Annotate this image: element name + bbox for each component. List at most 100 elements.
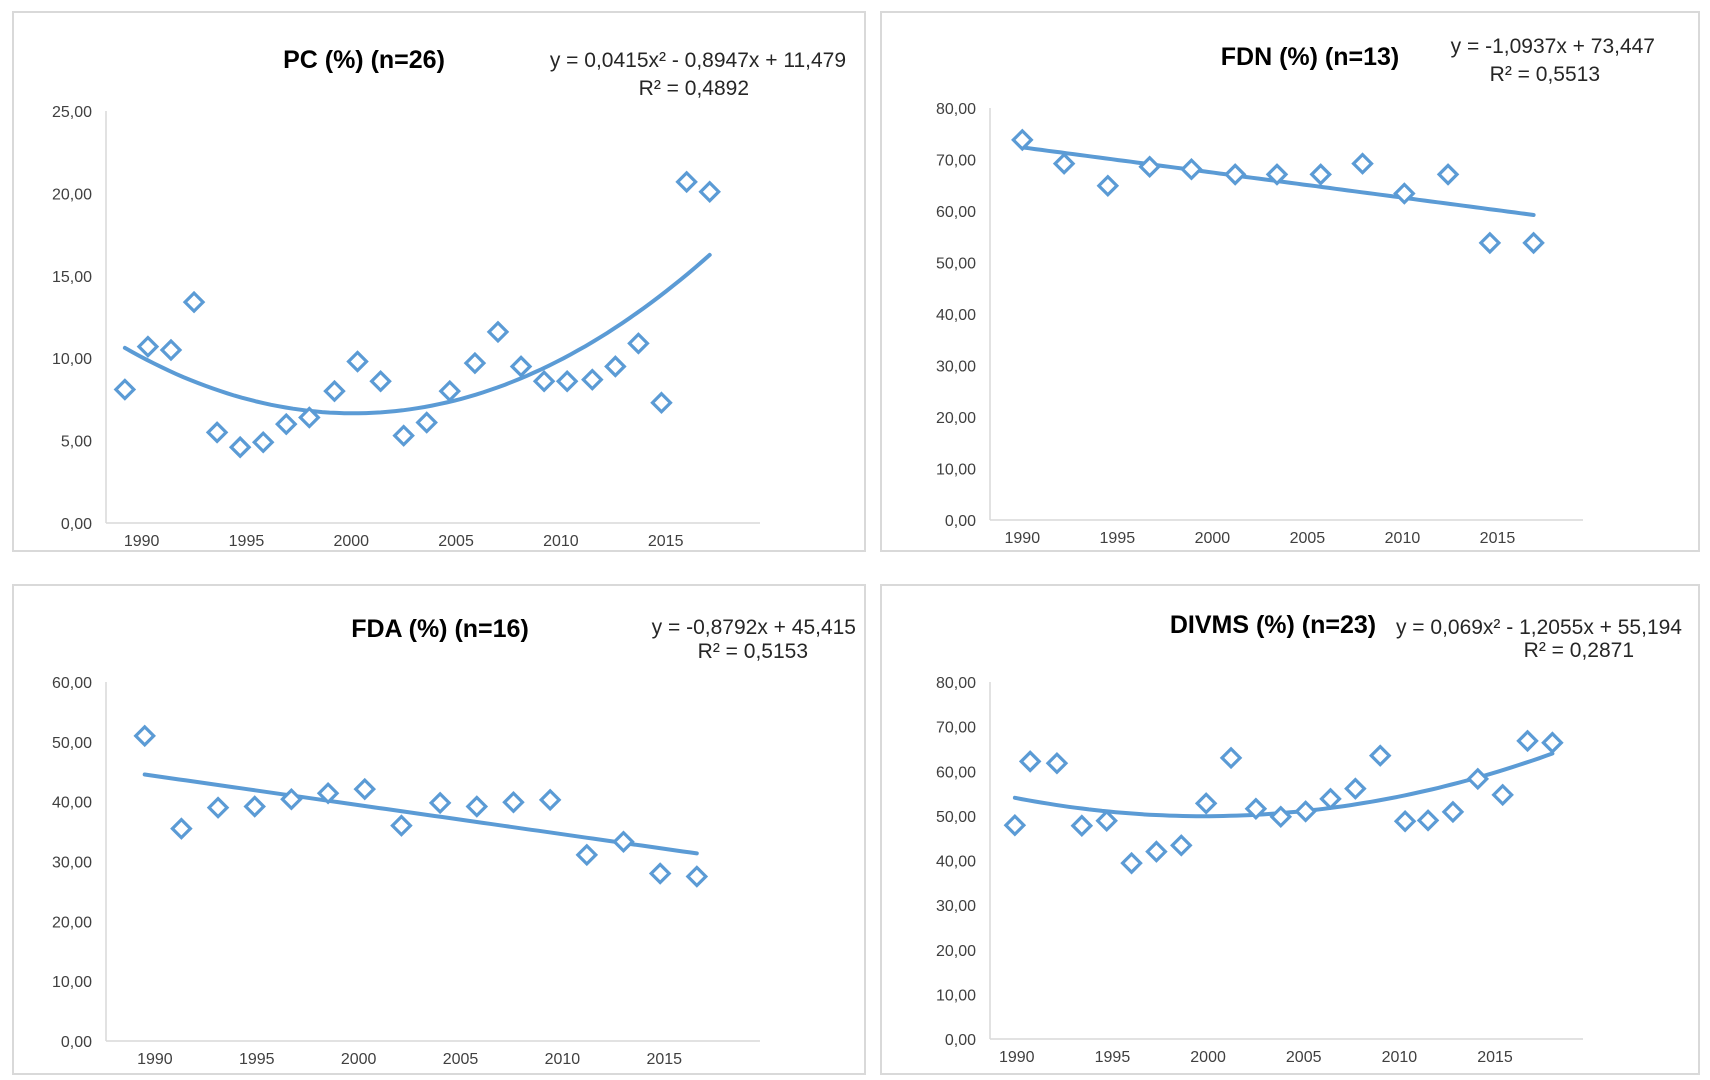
data-point	[1073, 817, 1091, 835]
y-tick-label: 80,00	[936, 101, 976, 118]
data-point	[172, 820, 190, 838]
y-tick-label: 50,00	[936, 256, 976, 273]
data-point	[1272, 808, 1290, 826]
y-tick-label: 10,00	[936, 987, 976, 1004]
y-tick-label: 25,00	[52, 104, 92, 121]
y-tick-label: 60,00	[936, 204, 976, 221]
data-point	[325, 382, 343, 400]
trendline	[125, 255, 710, 413]
x-tick-label: 1990	[137, 1051, 173, 1068]
x-tick-label: 1995	[229, 533, 265, 550]
chart-panel-divms: 0,00 10,00 20,00 30,00 40,00 50,00 60,00 70,00 8…	[880, 584, 1700, 1075]
r-squared-label: R² = 0,5513	[1490, 63, 1600, 86]
chart-panel-fda: 0,00 10,00 20,00 30,00 40,00 50,00 60,00 1990 19…	[12, 584, 866, 1075]
y-tick-label: 40,00	[52, 795, 92, 812]
r-squared-label: R² = 0,5153	[698, 640, 808, 663]
y-tick-label: 15,00	[52, 269, 92, 286]
chart-svg-fdn: 0,00 10,00 20,00 30,00 40,00 50,00 60,00 70,00 8…	[882, 13, 1702, 554]
data-point	[1141, 158, 1159, 176]
data-point	[1021, 752, 1039, 770]
data-point	[678, 173, 696, 191]
data-point	[1182, 160, 1200, 178]
y-tick-label: 10,00	[936, 462, 976, 479]
x-tick-label: 2005	[438, 533, 474, 550]
x-tick-label: 2000	[333, 533, 369, 550]
chart-title: FDN (%) (n=13)	[1221, 43, 1399, 71]
data-point	[489, 323, 507, 341]
data-point	[231, 438, 249, 456]
y-tick-label: 0,00	[61, 516, 92, 533]
data-point	[629, 334, 647, 352]
x-tick-label: 2005	[1290, 530, 1326, 547]
y-tick-label: 40,00	[936, 854, 976, 871]
x-tick-label: 1990	[999, 1049, 1035, 1066]
y-tick-label: 60,00	[52, 675, 92, 692]
data-point	[1197, 794, 1215, 812]
chart-svg-fda: 0,00 10,00 20,00 30,00 40,00 50,00 60,00 1990 19…	[14, 586, 868, 1077]
data-point	[468, 797, 486, 815]
x-tick-label: 2010	[543, 533, 579, 550]
data-point	[1172, 836, 1190, 854]
trendline-equation: y = -1,0937x + 73,447	[1451, 35, 1655, 58]
y-tick-label: 20,00	[52, 186, 92, 203]
data-point	[162, 341, 180, 359]
data-point	[1396, 812, 1414, 830]
trendline-equation: y = -0,8792x + 45,415	[652, 616, 856, 639]
data-point	[1543, 734, 1561, 752]
data-point	[208, 423, 226, 441]
data-point	[277, 415, 295, 433]
data-point	[1419, 811, 1437, 829]
data-point	[1123, 854, 1141, 872]
chart-panel-pc: 0,00 5,00 10,00 15,00 20,00 25,00 1990 1995 2000…	[12, 11, 866, 552]
chart-panel-fdn: 0,00 10,00 20,00 30,00 40,00 50,00 60,00 70,00 8…	[880, 11, 1700, 552]
x-tick-label: 2000	[341, 1051, 377, 1068]
x-tick-label: 1995	[239, 1051, 275, 1068]
x-tick-label: 2015	[1480, 530, 1516, 547]
data-point	[356, 780, 374, 798]
data-point	[688, 867, 706, 885]
chart-title: PC (%) (n=26)	[283, 46, 445, 74]
chart-svg-divms: 0,0010,0020,0030,0040,0050,0060,0070,008…	[882, 586, 1702, 1077]
y-tick-label: 80,00	[936, 675, 976, 692]
y-tick-label: 0,00	[945, 513, 976, 530]
data-point	[1469, 770, 1487, 788]
x-tick-label: 2010	[1385, 530, 1421, 547]
data-point	[535, 372, 553, 390]
x-tick-label: 1990	[1005, 530, 1041, 547]
data-point	[606, 357, 624, 375]
data-point	[578, 846, 596, 864]
data-point	[701, 183, 719, 201]
y-tick-label: 20,00	[52, 914, 92, 931]
trendline	[1015, 754, 1553, 817]
data-point	[1439, 165, 1457, 183]
data-point	[254, 433, 272, 451]
y-tick-label: 70,00	[936, 720, 976, 737]
x-tick-label: 2005	[443, 1051, 479, 1068]
data-point	[1048, 754, 1066, 772]
data-point	[139, 338, 157, 356]
data-point	[504, 793, 522, 811]
y-tick-label: 20,00	[936, 410, 976, 427]
data-point	[1297, 802, 1315, 820]
y-tick-label: 70,00	[936, 153, 976, 170]
y-tick-label: 10,00	[52, 974, 92, 991]
data-point	[185, 293, 203, 311]
data-point	[136, 727, 154, 745]
data-point	[1444, 803, 1462, 821]
data-point	[614, 833, 632, 851]
data-point	[1055, 155, 1073, 173]
data-point	[1481, 234, 1499, 252]
x-tick-label: 2000	[1190, 1049, 1226, 1066]
chart-svg-pc: 0,00 5,00 10,00 15,00 20,00 25,00 1990 1995 2000…	[14, 13, 868, 554]
data-point	[392, 817, 410, 835]
data-point	[1147, 843, 1165, 861]
x-tick-label: 2000	[1195, 530, 1231, 547]
data-point	[1519, 732, 1537, 750]
x-tick-label: 1995	[1095, 1049, 1131, 1066]
data-point	[1371, 747, 1389, 765]
data-point	[418, 413, 436, 431]
chart-title: DIVMS (%) (n=23)	[1170, 611, 1376, 639]
data-point	[651, 864, 669, 882]
data-point	[1098, 812, 1116, 830]
y-tick-label: 30,00	[936, 898, 976, 915]
